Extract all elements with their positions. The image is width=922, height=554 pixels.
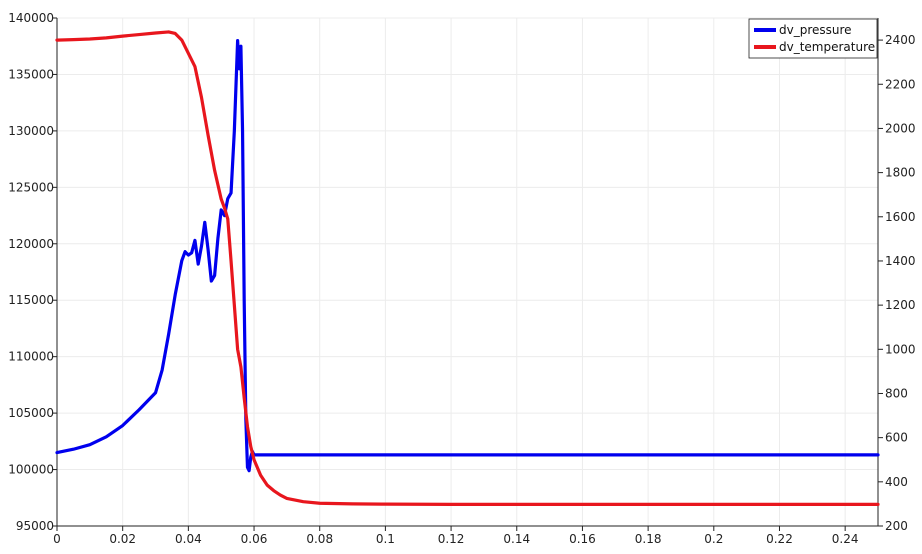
left-y-tick-label: 120000 [8,237,54,251]
left-y-axis-ticks: 95000 100000 105000 110000 115000 120000 12500… [8,11,57,533]
series-layer [55,30,880,506]
series-line-dv-temperature [55,30,880,506]
right-y-tick-label: 1200 [885,298,916,312]
x-tick-label: 0.02 [109,532,136,546]
right-y-axis-ticks: 200 400 600 800 1000 1200 1400 1600 1800 2000 2200… [878,33,916,533]
right-y-tick-label: 2400 [885,33,916,47]
left-y-tick-label: 125000 [8,180,54,194]
chart-axes [56,18,879,527]
left-y-tick-label: 105000 [8,406,54,420]
right-y-tick-label: 1800 [885,166,916,180]
right-y-tick-label: 1400 [885,254,916,268]
left-y-tick-label: 140000 [8,11,54,25]
right-y-tick-label: 2000 [885,121,916,135]
right-y-tick-label: 2200 [885,77,916,91]
x-tick-label: 0.04 [175,532,202,546]
x-tick-label: 0.1 [376,532,395,546]
x-tick-label: 0.22 [766,532,793,546]
right-y-tick-label: 1000 [885,342,916,356]
right-y-tick-label: 600 [885,431,908,445]
x-tick-label: 0.12 [438,532,465,546]
left-y-tick-label: 110000 [8,350,54,364]
left-y-tick-label: 95000 [16,519,54,533]
x-tick-label: 0.16 [569,532,596,546]
legend-label-dv-temperature: dv_temperature [779,40,875,54]
right-y-tick-label: 1600 [885,210,916,224]
legend-box [748,18,878,59]
x-axis-ticks: 0 0.02 0.04 0.06 0.08 0.1 0.12 0.14 0.16 0.18 0.2 0… [53,526,859,546]
left-y-tick-label: 130000 [8,124,54,138]
right-y-tick-label: 800 [885,386,908,400]
x-tick-label: 0.2 [704,532,723,546]
x-tick-label: 0.06 [241,532,268,546]
x-tick-label: 0.24 [832,532,859,546]
left-y-tick-label: 100000 [8,463,54,477]
x-tick-label: 0.08 [306,532,333,546]
left-y-tick-label: 135000 [8,67,54,81]
x-tick-label: 0.18 [635,532,662,546]
series-line-dv-pressure [55,38,880,473]
x-tick-label: 0 [53,532,61,546]
x-tick-label: 0.14 [503,532,530,546]
right-y-tick-label: 400 [885,475,908,489]
legend: dv_pressure dv_temperature [748,18,878,59]
right-y-tick-label: 200 [885,519,908,533]
legend-label-dv-pressure: dv_pressure [779,23,852,37]
left-y-tick-label: 115000 [8,293,54,307]
